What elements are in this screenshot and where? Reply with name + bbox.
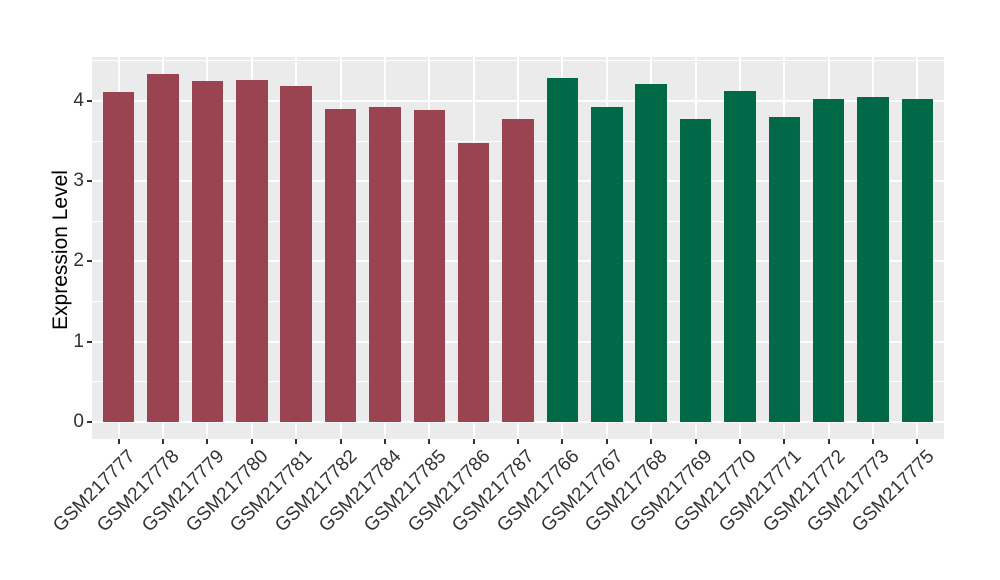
bar [324,108,357,422]
bar [102,92,135,422]
y-tick [87,180,92,183]
x-tick [827,439,830,444]
bar [191,80,224,422]
x-tick [250,439,253,444]
bar [457,142,490,422]
y-tick-label: 3 [73,170,84,192]
y-tick-label: 0 [73,410,84,432]
bar [857,96,889,422]
minor-gridline [92,60,944,62]
y-tick-label: 1 [73,330,84,352]
bar [591,106,623,422]
bar [147,73,179,422]
x-tick [162,439,164,444]
bar [768,116,800,422]
x-tick [383,439,386,444]
plot-panel [92,57,944,439]
y-tick [87,99,92,102]
x-tick [872,439,874,444]
major-gridline [92,420,944,423]
bar [413,109,445,422]
x-tick [117,439,120,444]
major-gridline [92,99,944,102]
y-tick-label: 4 [73,89,84,111]
bar [502,119,534,422]
bar [679,118,712,422]
bar [724,91,756,422]
x-tick [206,439,209,444]
x-tick [339,439,342,444]
bar [369,107,401,422]
x-tick [738,439,741,444]
y-tick [87,340,92,343]
x-tick [295,439,298,444]
y-tick [87,260,92,263]
bar [901,98,934,422]
bar-layer [92,57,944,439]
y-tick-label: 2 [73,250,84,272]
bar [280,85,312,422]
x-tick [428,439,431,444]
x-tick [783,439,786,444]
bar [546,78,579,422]
bar [635,84,667,422]
y-tick [87,420,92,423]
x-tick [517,439,519,444]
x-tick [916,439,919,444]
x-tick [650,439,653,444]
x-tick [561,439,564,444]
x-tick [472,439,475,444]
bar [236,80,268,422]
y-axis-title: Expression Level [49,170,72,330]
x-tick [605,439,608,444]
bar [812,99,845,422]
x-tick [694,439,697,444]
